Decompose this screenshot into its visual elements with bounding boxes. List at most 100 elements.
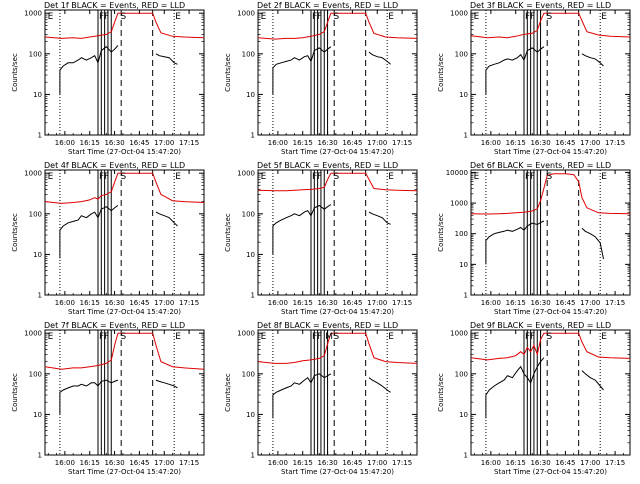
x-axis-label: Start Time (27-Oct-04 15:47:20): [494, 468, 607, 476]
x-tick-label: 16:45: [555, 459, 575, 467]
events-series-line: [485, 357, 545, 419]
x-tick-label: 17:15: [605, 459, 625, 467]
lld-series-line: [258, 332, 417, 364]
x-tick-label: 16:15: [80, 139, 100, 147]
attenuator-flag: E: [261, 172, 267, 182]
attenuator-flag: E: [388, 12, 394, 22]
attenuator-flag: E: [261, 332, 267, 342]
x-tick-label: 16:30: [104, 299, 124, 307]
y-tick-label: 10: [246, 251, 255, 259]
x-axis-label: Start Time (27-Oct-04 15:47:20): [281, 308, 394, 316]
x-axis-label: Start Time (27-Oct-04 15:47:20): [281, 468, 394, 476]
y-axis-label: Counts/sec: [11, 53, 19, 92]
x-tick-label: 16:15: [506, 459, 526, 467]
plot-frame: [257, 329, 418, 456]
y-axis-label: Counts/sec: [437, 373, 445, 412]
attenuator-flag: S: [547, 12, 553, 22]
events-series-line: [368, 51, 391, 65]
panel-title: Det 9f BLACK = Events, RED = LLD: [470, 321, 611, 330]
x-tick-label: 16:30: [530, 139, 550, 147]
events-series-line: [581, 227, 604, 260]
x-axis-label: Start Time (27-Oct-04 15:47:20): [494, 148, 607, 156]
lld-series-line: [45, 12, 204, 39]
plot-area: [471, 170, 630, 295]
panel-det-6: Det 6f BLACK = Events, RED = LLD 16:00 16:…: [437, 161, 631, 316]
x-tick-label: 17:15: [392, 459, 412, 467]
attenuator-flag: F: [104, 172, 109, 182]
plot-area: [45, 330, 204, 455]
y-tick-label: 10000: [446, 169, 468, 177]
events-series-line: [368, 211, 391, 225]
panel-title: Det 3f BLACK = Events, RED = LLD: [470, 1, 611, 10]
attenuator-flag: E: [474, 332, 480, 342]
x-tick-label: 16:30: [530, 299, 550, 307]
y-tick-label: 1: [38, 452, 42, 460]
attenuator-flag: F: [317, 12, 322, 22]
panel-title: Det 7f BLACK = Events, RED = LLD: [44, 321, 185, 330]
y-tick-label: 1: [464, 132, 468, 140]
attenuator-flag: E: [474, 12, 480, 22]
x-tick-label: 16:15: [293, 299, 313, 307]
events-series-line: [581, 53, 604, 67]
attenuator-flag: S: [121, 172, 127, 182]
attenuator-flag: F: [99, 332, 104, 342]
attenuator-flag: F: [99, 12, 104, 22]
y-tick-label: 1000: [450, 200, 468, 208]
events-series-line: [581, 370, 604, 391]
events-series-line: [272, 46, 332, 95]
plot-frame: [470, 329, 631, 456]
x-tick-label: 16:30: [104, 139, 124, 147]
events-series-line: [59, 205, 119, 259]
x-tick-label: 16:45: [555, 139, 575, 147]
panel-title: Det 2f BLACK = Events, RED = LLD: [257, 1, 398, 10]
x-tick-label: 16:45: [342, 299, 362, 307]
plot-frame: [257, 9, 418, 136]
plot-area: [471, 330, 630, 455]
attenuator-flag: F: [530, 172, 535, 182]
panel-det-5: Det 5f BLACK = Events, RED = LLD 16:00 16:…: [224, 161, 418, 316]
plot-frame: [470, 169, 631, 296]
lld-series-line: [471, 173, 630, 215]
y-tick-label: 100: [29, 210, 42, 218]
events-series-line: [485, 220, 545, 265]
events-series-line: [155, 211, 178, 227]
attenuator-flag: E: [175, 172, 181, 182]
x-tick-label: 17:00: [580, 459, 600, 467]
x-axis-label: Start Time (27-Oct-04 15:47:20): [68, 308, 181, 316]
plot-frame: [44, 169, 205, 296]
attenuator-flag: E: [175, 332, 181, 342]
x-tick-label: 17:15: [605, 139, 625, 147]
y-tick-label: 1: [464, 292, 468, 300]
x-tick-label: 16:45: [129, 459, 149, 467]
attenuator-flag: F: [104, 332, 109, 342]
attenuator-flag: E: [388, 172, 394, 182]
panel-title: Det 6f BLACK = Events, RED = LLD: [470, 161, 611, 170]
y-tick-label: 10: [459, 261, 468, 269]
y-tick-label: 1: [251, 132, 255, 140]
x-tick-label: 17:15: [605, 299, 625, 307]
panel-title: Det 1f BLACK = Events, RED = LLD: [44, 1, 185, 10]
x-tick-label: 17:15: [179, 299, 199, 307]
attenuator-flag: F: [525, 332, 530, 342]
x-tick-label: 16:00: [268, 459, 288, 467]
y-tick-label: 100: [242, 370, 255, 378]
attenuator-flag: F: [317, 172, 322, 182]
attenuator-flag: E: [48, 332, 54, 342]
x-axis-label: Start Time (27-Oct-04 15:47:20): [68, 148, 181, 156]
x-tick-label: 17:15: [179, 459, 199, 467]
attenuator-flag: S: [121, 332, 127, 342]
y-tick-label: 100: [455, 370, 468, 378]
y-axis-label: Counts/sec: [437, 213, 445, 252]
attenuator-flag: F: [525, 12, 530, 22]
y-tick-label: 10: [246, 411, 255, 419]
events-series-line: [59, 45, 119, 95]
panel-det-1: Det 1f BLACK = Events, RED = LLD 16:00 16:…: [11, 1, 205, 156]
y-tick-label: 1000: [237, 10, 255, 18]
x-tick-label: 17:00: [367, 299, 387, 307]
lld-series-line: [258, 172, 417, 192]
events-series-line: [59, 379, 119, 415]
y-tick-label: 10: [33, 411, 42, 419]
x-tick-label: 17:15: [392, 299, 412, 307]
y-tick-label: 1: [464, 452, 468, 460]
